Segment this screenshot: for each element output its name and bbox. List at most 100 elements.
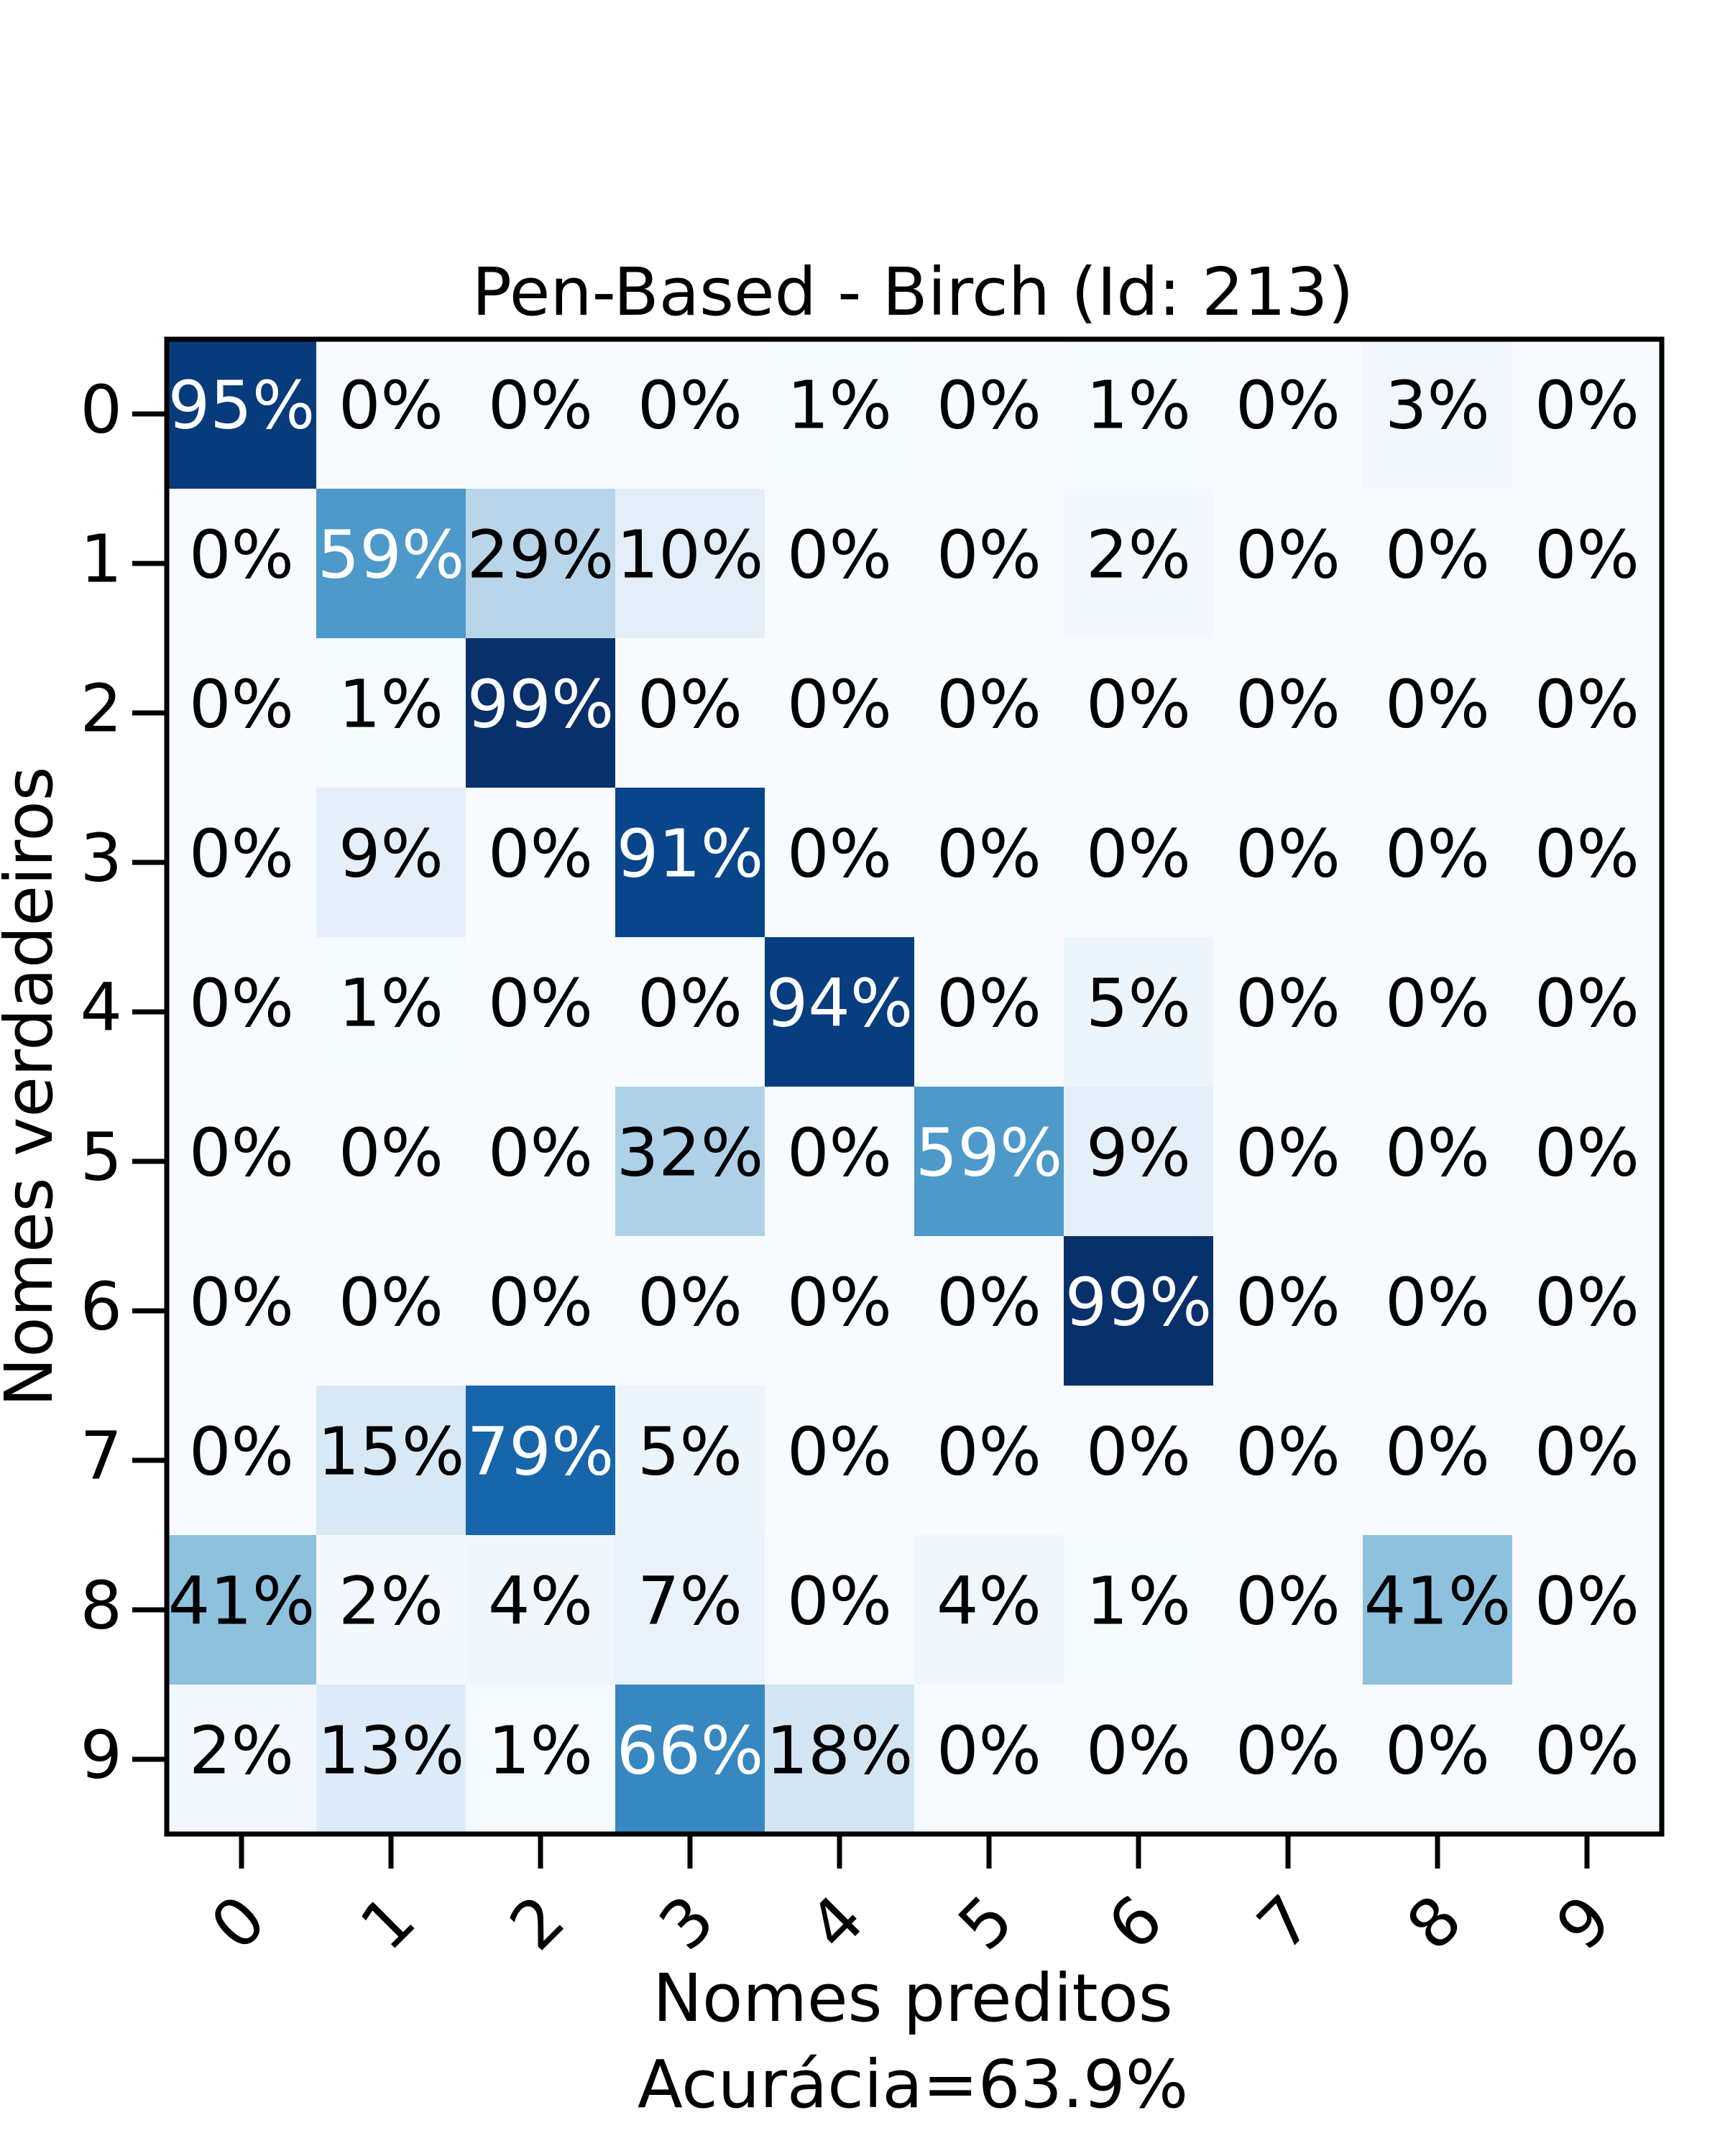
cell-value-label: 0% [937, 516, 1041, 593]
heatmap-cell [765, 1386, 915, 1536]
heatmap-cell [1213, 638, 1363, 788]
heatmap-cell [615, 788, 765, 938]
cell-value-label: 13% [318, 1712, 464, 1789]
cell-value-label: 1% [1086, 367, 1191, 443]
cell-value-label: 0% [787, 1114, 892, 1191]
cell-value-label: 0% [638, 964, 742, 1041]
x-tick-label: 0 [196, 1881, 280, 1965]
cell-value-label: 0% [787, 665, 892, 742]
heatmap-cell [1213, 937, 1363, 1087]
plot-frame [164, 336, 1665, 1837]
x-tick-label: 3 [645, 1881, 729, 1965]
cell-value-label: 0% [488, 815, 593, 892]
cell-value-label: 0% [339, 1263, 443, 1340]
cell-value-label: 32% [617, 1114, 763, 1191]
cell-value-label: 1% [339, 665, 443, 742]
cell-value-label: 0% [1086, 815, 1191, 892]
y-tick-label: 1 [80, 520, 122, 597]
y-tick-label: 6 [80, 1268, 122, 1345]
cell-value-label: 0% [189, 1263, 294, 1340]
cell-value-label: 0% [1535, 665, 1639, 742]
heatmap-cell [1064, 489, 1214, 639]
heatmap-cell [615, 1535, 765, 1685]
cell-value-label: 0% [1236, 815, 1340, 892]
heatmap-cell [316, 489, 466, 639]
heatmap-cells [167, 339, 1662, 1835]
heatmap-cell [167, 339, 317, 489]
cell-value-label: 0% [1535, 1712, 1639, 1789]
cell-value-label: 99% [1065, 1263, 1212, 1340]
heatmap-cell [1363, 1087, 1513, 1237]
cell-value-label: 0% [787, 815, 892, 892]
heatmap-cell [914, 1386, 1064, 1536]
cell-value-label: 0% [1086, 1712, 1191, 1789]
cell-value-label: 0% [787, 1562, 892, 1639]
heatmap-cell [1512, 638, 1662, 788]
heatmap-cell [1064, 1535, 1214, 1685]
heatmap-cell [316, 339, 466, 489]
cell-value-label: 1% [787, 367, 892, 443]
heatmap-cell [615, 1386, 765, 1536]
heatmap-cell [914, 1685, 1064, 1835]
heatmap-cell [1213, 1236, 1363, 1386]
cell-value-label: 0% [1236, 1712, 1340, 1789]
heatmap-cell [615, 489, 765, 639]
cell-value-label: 0% [937, 1263, 1041, 1340]
x-tick-label: 9 [1542, 1881, 1626, 1965]
heatmap-cell [466, 489, 616, 639]
cell-value-label: 0% [1385, 1413, 1490, 1490]
cell-value-label: 0% [937, 964, 1041, 1041]
cell-value-label: 79% [467, 1413, 614, 1490]
cell-value-label: 0% [488, 1114, 593, 1191]
heatmap-cell [316, 1386, 466, 1536]
cell-value-label: 94% [766, 964, 913, 1041]
heatmap-cell [167, 1386, 317, 1536]
cell-value-label: 59% [318, 516, 464, 593]
heatmap-cell [914, 339, 1064, 489]
cell-value-label: 0% [1236, 1413, 1340, 1490]
heatmap-cell [466, 339, 616, 489]
cell-value-label: 0% [1535, 367, 1639, 443]
heatmap-cell [1213, 1685, 1363, 1835]
cell-value-label: 0% [1385, 516, 1490, 593]
heatmap-cell [914, 1087, 1064, 1237]
cell-value-label: 91% [617, 815, 763, 892]
heatmap-cell [1213, 788, 1363, 938]
accuracy-label: Acurácia=63.9% [638, 2046, 1188, 2123]
heatmap-cell [615, 1236, 765, 1386]
cell-value-label: 0% [488, 367, 593, 443]
heatmap-cell [1363, 1535, 1513, 1685]
heatmap-cell [914, 1236, 1064, 1386]
y-tick-label: 2 [80, 670, 122, 747]
heatmap-cell [765, 1535, 915, 1685]
cell-value-label: 0% [1236, 1263, 1340, 1340]
heatmap-cell [765, 1087, 915, 1237]
y-axis: 0 1 2 3 4 5 6 7 8 9 [80, 371, 167, 1793]
cell-value-label: 5% [1086, 964, 1191, 1041]
cell-value-label: 0% [937, 815, 1041, 892]
cell-value-label: 0% [787, 516, 892, 593]
heatmap-cell [615, 638, 765, 788]
cell-value-label: 0% [189, 1114, 294, 1191]
heatmap-cell [466, 937, 616, 1087]
cell-value-label: 0% [1385, 1712, 1490, 1789]
cell-value-label: 7% [638, 1562, 742, 1639]
heatmap-cell [1512, 339, 1662, 489]
cell-value-label: 0% [189, 516, 294, 593]
heatmap-cell [1363, 489, 1513, 639]
cell-value-label: 3% [1385, 367, 1490, 443]
cell-value-label: 0% [1385, 665, 1490, 742]
heatmap-cell [1512, 1535, 1662, 1685]
heatmap-cell [1363, 638, 1513, 788]
heatmap-cell [765, 638, 915, 788]
heatmap-cell [316, 1535, 466, 1685]
heatmap-cell [615, 339, 765, 489]
heatmap-cell [316, 788, 466, 938]
cell-value-label: 0% [189, 815, 294, 892]
cell-value-label: 4% [937, 1562, 1041, 1639]
cell-value-label: 1% [1086, 1562, 1191, 1639]
heatmap-cell [615, 937, 765, 1087]
cell-value-label: 0% [1385, 964, 1490, 1041]
